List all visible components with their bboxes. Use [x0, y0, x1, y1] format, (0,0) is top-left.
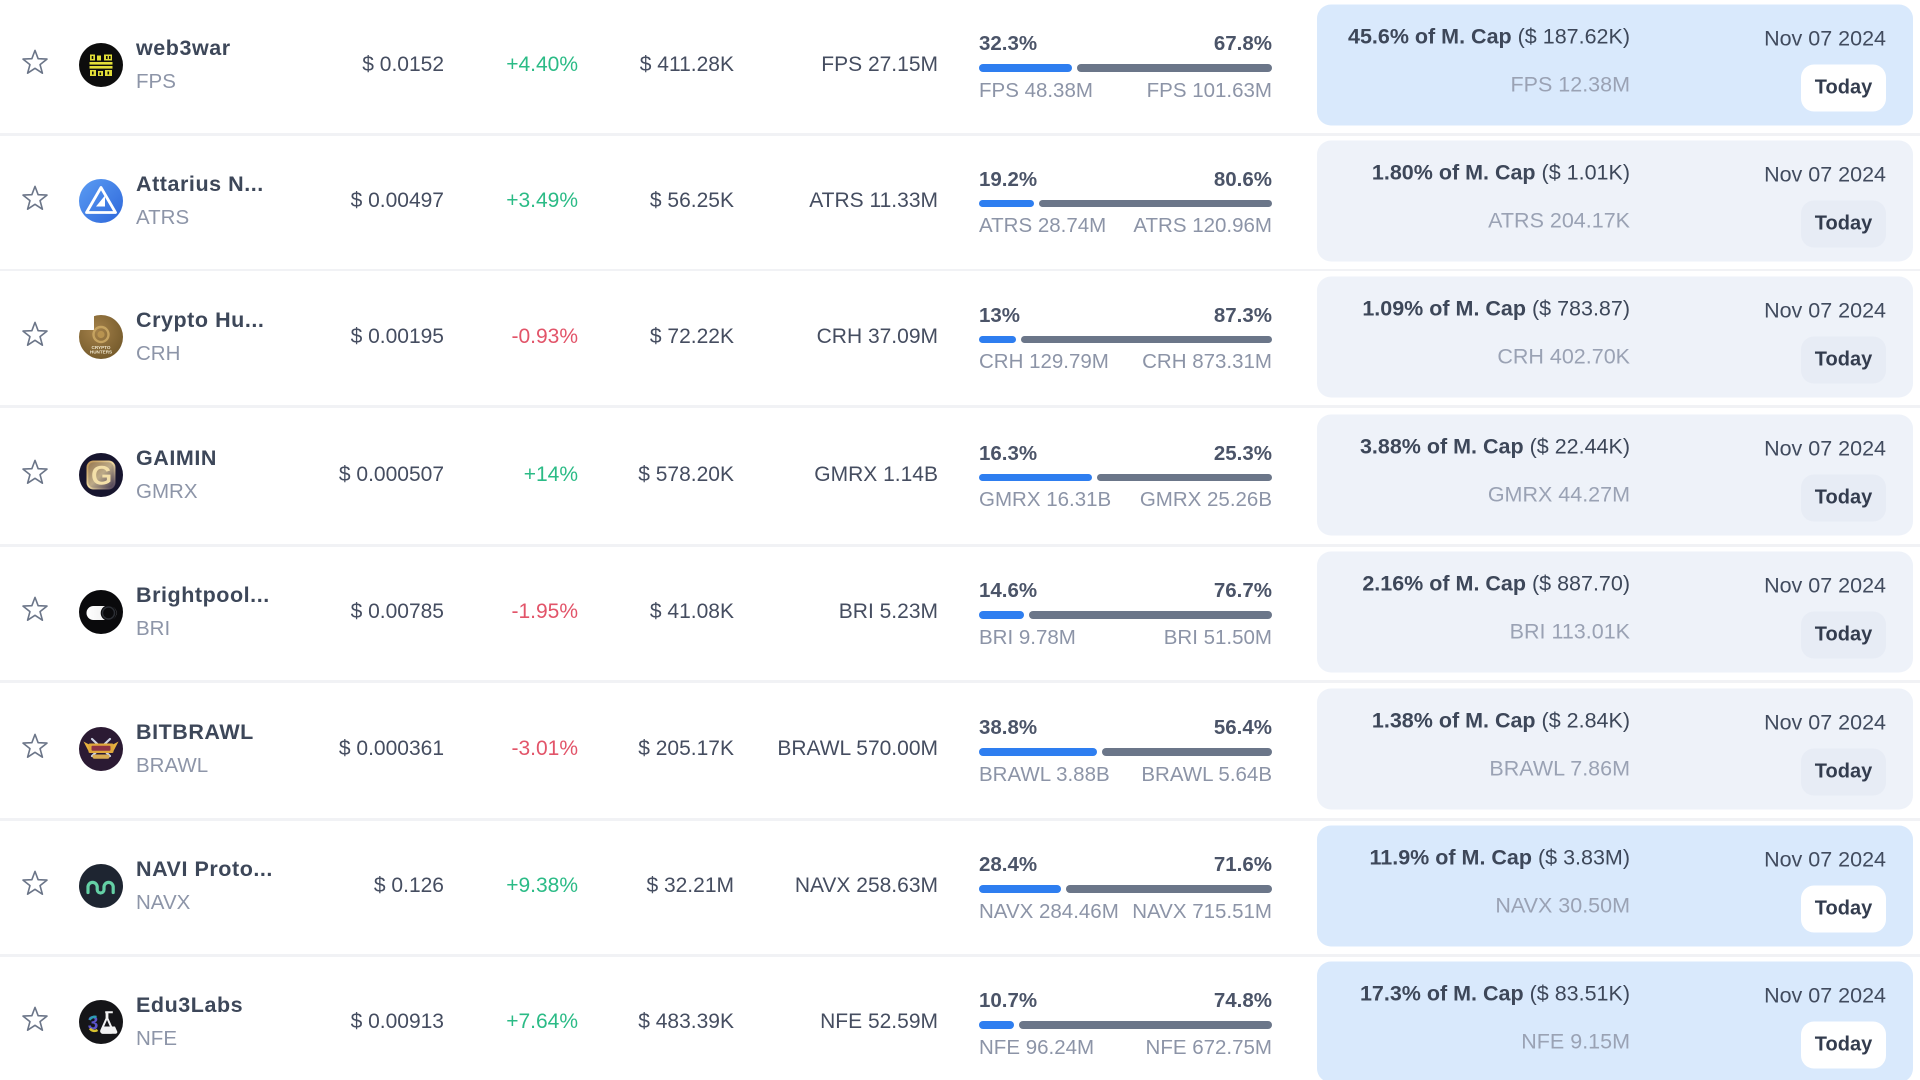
svg-text:HUNTERS: HUNTERS: [90, 349, 112, 354]
svg-text:CRYPTO: CRYPTO: [92, 345, 111, 350]
svg-text:G: G: [91, 460, 112, 490]
svg-text:3: 3: [88, 1014, 99, 1035]
